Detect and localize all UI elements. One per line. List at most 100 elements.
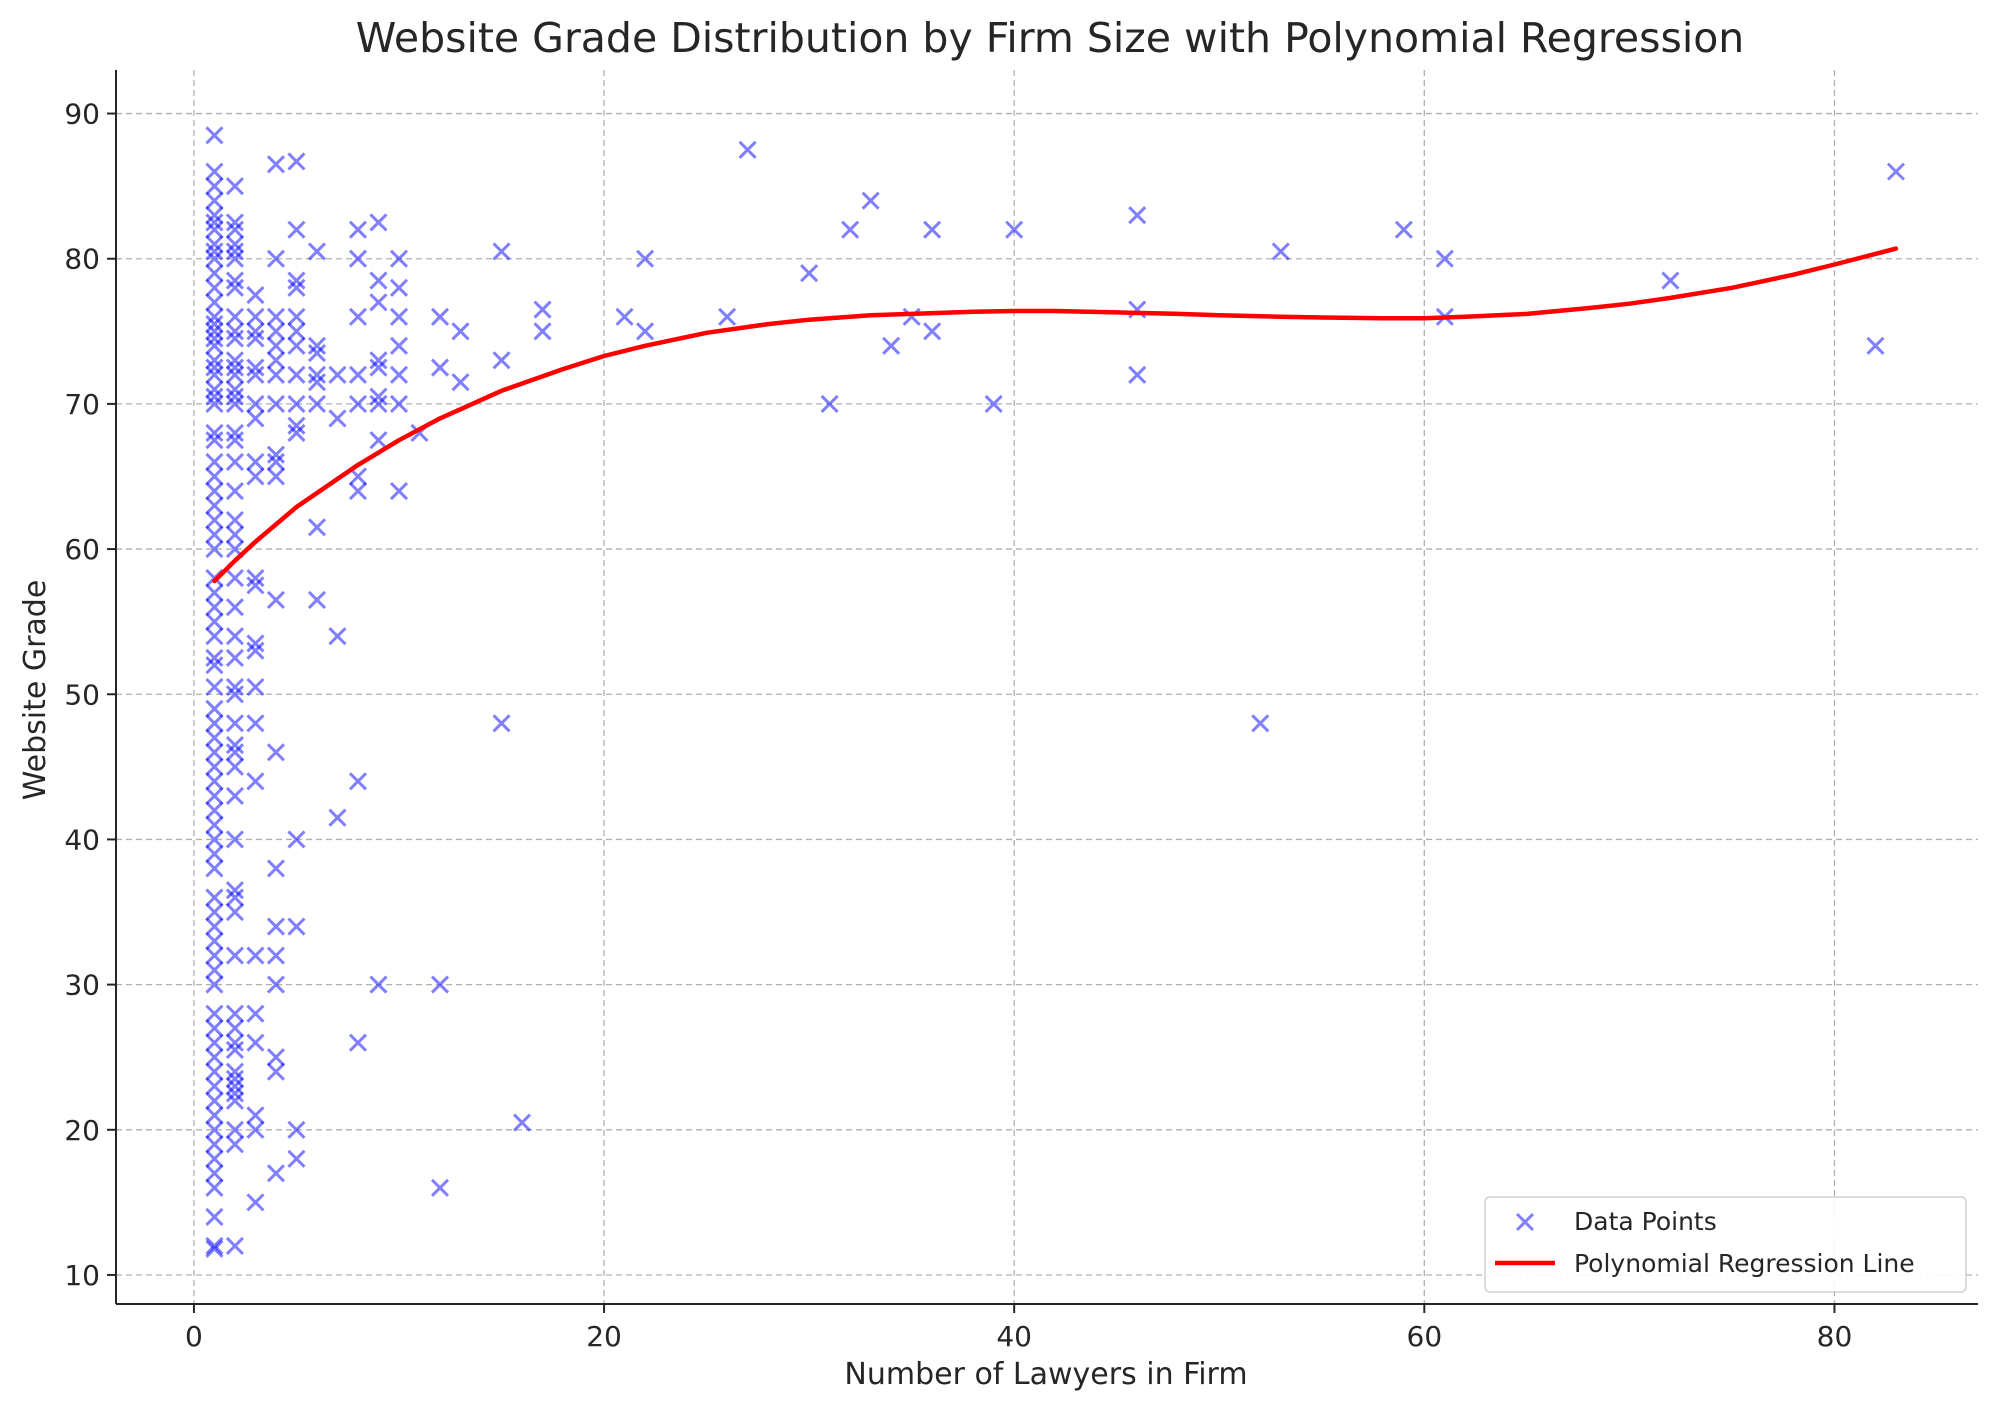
data-point	[225, 786, 244, 805]
data-point	[205, 1091, 224, 1110]
y-tick-label: 20	[64, 1114, 100, 1147]
data-point	[205, 961, 224, 980]
data-point	[225, 235, 244, 254]
data-point	[225, 598, 244, 617]
data-point	[225, 1084, 244, 1103]
data-point	[1128, 365, 1147, 384]
grid-lines	[116, 70, 1978, 1304]
data-point	[225, 902, 244, 922]
y-tick-label: 60	[64, 533, 100, 566]
data-point	[246, 409, 265, 428]
data-point	[205, 627, 224, 646]
y-tick-label: 40	[64, 823, 100, 856]
data-point	[225, 736, 244, 755]
data-point	[266, 975, 286, 994]
data-point	[246, 569, 265, 588]
data-point	[246, 634, 265, 653]
data-point	[225, 271, 244, 290]
data-point	[246, 307, 265, 326]
data-point	[246, 285, 265, 305]
data-point	[225, 351, 244, 370]
data-point	[205, 656, 224, 675]
data-point	[348, 481, 368, 501]
data-point	[328, 808, 347, 827]
data-point	[225, 1004, 244, 1023]
data-point	[287, 830, 306, 849]
data-point	[246, 1120, 265, 1139]
data-point	[430, 975, 450, 994]
legend-label-regression-line: Polynomial Regression Line	[1574, 1249, 1915, 1278]
y-tick-label: 90	[64, 98, 100, 131]
data-point	[225, 1033, 244, 1052]
data-point	[205, 975, 224, 994]
data-point	[225, 322, 244, 341]
data-point	[225, 627, 244, 646]
data-point	[225, 1236, 244, 1255]
data-point	[205, 525, 224, 544]
data-point	[205, 902, 224, 922]
data-point	[205, 380, 224, 399]
data-point	[266, 365, 286, 384]
legend-label-data-points: Data Points	[1574, 1207, 1717, 1236]
data-point	[348, 394, 368, 413]
x-tick-label: 0	[185, 1320, 203, 1353]
data-point	[451, 322, 470, 341]
data-point	[205, 423, 224, 443]
data-point	[307, 518, 327, 537]
data-point	[266, 467, 286, 486]
data-point	[266, 336, 286, 355]
data-point	[225, 685, 244, 704]
legend-box	[1484, 1196, 1967, 1293]
data-point	[205, 859, 224, 878]
data-point	[225, 881, 244, 900]
data-point	[266, 1048, 286, 1067]
data-point	[861, 191, 880, 210]
data-point	[369, 351, 388, 370]
data-point	[246, 1106, 265, 1125]
data-point	[225, 648, 244, 668]
data-point	[266, 917, 286, 936]
data-point	[266, 394, 286, 413]
data-point	[225, 365, 244, 384]
data-point	[512, 1113, 532, 1132]
data-point	[246, 714, 265, 733]
data-point	[369, 431, 388, 450]
data-point	[307, 590, 327, 609]
data-point	[205, 786, 224, 805]
regression-line	[212, 246, 1899, 584]
data-point	[348, 220, 368, 239]
data-point	[328, 409, 347, 428]
data-point	[1251, 714, 1270, 733]
data-point	[205, 1019, 224, 1038]
data-point	[246, 1033, 265, 1052]
data-point	[348, 365, 368, 384]
data-point	[225, 1120, 244, 1139]
data-point	[205, 612, 224, 631]
data-point	[205, 1239, 224, 1258]
data-point	[451, 373, 470, 392]
data-point	[246, 677, 265, 697]
data-point	[225, 1135, 244, 1154]
data-point	[1435, 249, 1454, 268]
data-point	[205, 801, 224, 820]
data-point	[225, 387, 244, 406]
data-point	[205, 510, 224, 530]
data-point	[246, 394, 265, 413]
data-point	[205, 1164, 224, 1183]
data-point	[820, 394, 839, 413]
data-point	[533, 322, 552, 341]
data-point	[923, 220, 942, 239]
data-point	[266, 249, 286, 268]
data-point	[205, 162, 224, 181]
data-point	[266, 307, 286, 326]
data-point	[307, 344, 327, 363]
data-point	[492, 351, 511, 370]
data-point	[205, 1178, 224, 1197]
data-point	[287, 278, 306, 297]
data-point	[307, 336, 327, 355]
data-point	[225, 177, 244, 196]
data-point	[369, 293, 388, 312]
data-point	[225, 307, 244, 326]
data-point	[615, 307, 634, 326]
